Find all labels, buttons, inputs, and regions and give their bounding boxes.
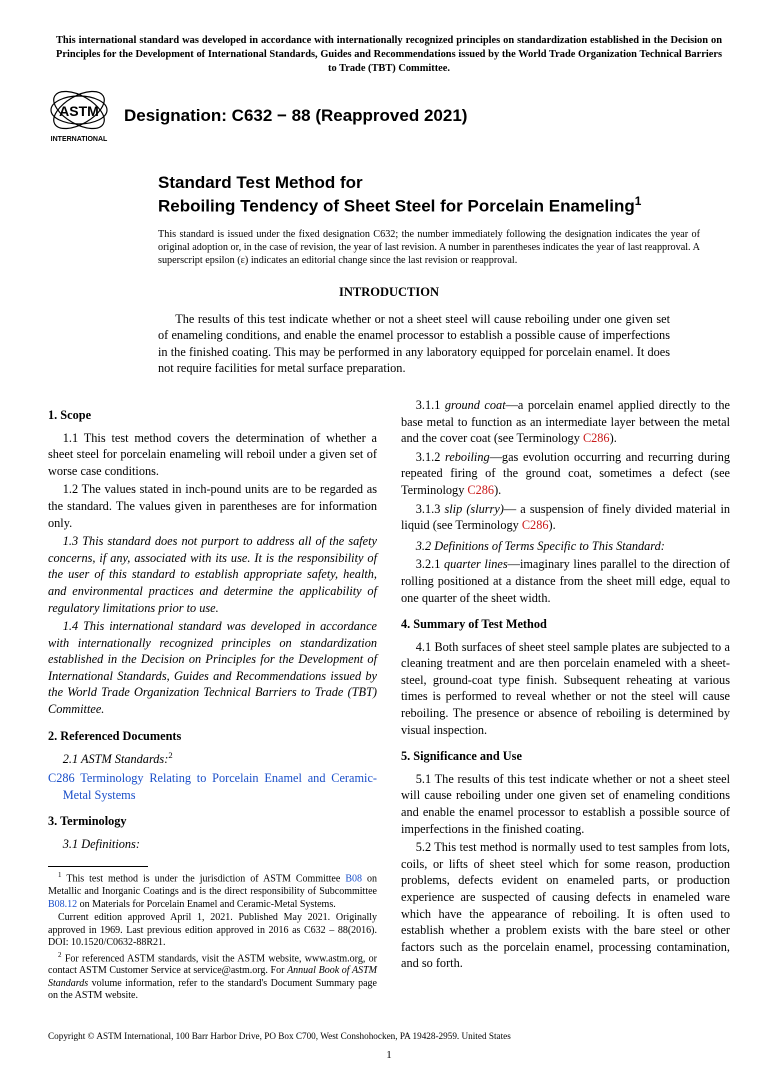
- refdoc-sub: 2.1 ASTM Standards:2: [48, 750, 377, 768]
- t311-num: 3.1.1: [416, 398, 445, 412]
- summary-heading: 4. Summary of Test Method: [401, 616, 730, 633]
- refdoc-heading: 2. Referenced Documents: [48, 728, 377, 745]
- designation-code: C632 − 88 (Reapproved 2021): [232, 106, 468, 125]
- footnote-1d: Current edition approved April 1, 2021. …: [48, 912, 377, 950]
- term-3-1-1: 3.1.1 ground coat—a porcelain enamel app…: [401, 397, 730, 447]
- designation-prefix: Designation:: [124, 106, 232, 125]
- intro-heading: INTRODUCTION: [48, 284, 730, 301]
- footnote-rule: [48, 866, 148, 867]
- fn1-c: on Materials for Porcelain Enamel and Ce…: [77, 899, 336, 910]
- fn1-link-b0812[interactable]: B08.12: [48, 899, 77, 910]
- footnote-2: 2 For referenced ASTM standards, visit t…: [48, 951, 377, 1003]
- svg-text:ASTM: ASTM: [59, 103, 99, 119]
- refdoc-sup: 2: [168, 750, 172, 760]
- term-3-2-1: 3.2.1 quarter lines—imaginary lines para…: [401, 556, 730, 606]
- terminology-heading: 3. Terminology: [48, 813, 377, 830]
- scope-1-1: 1.1 This test method covers the determin…: [48, 430, 377, 480]
- t312-term: reboiling: [445, 450, 490, 464]
- scope-heading: 1. Scope: [48, 407, 377, 424]
- intro-body: The results of this test indicate whethe…: [158, 311, 670, 377]
- t313-term: slip (slurry): [444, 502, 503, 516]
- t311-end: ).: [610, 431, 617, 445]
- scope-1-4: 1.4 This international standard was deve…: [48, 618, 377, 718]
- scope-1-2: 1.2 The values stated in inch-pound unit…: [48, 481, 377, 531]
- t312-num: 3.1.2: [416, 450, 445, 464]
- t312-end: ).: [494, 483, 501, 497]
- two-column-layout: 1. Scope 1.1 This test method covers the…: [48, 397, 730, 1004]
- t313-num: 3.1.3: [416, 502, 445, 516]
- title-block: Standard Test Method for Reboiling Tende…: [158, 172, 730, 218]
- left-column: 1. Scope 1.1 This test method covers the…: [48, 397, 377, 1004]
- svg-text:INTERNATIONAL: INTERNATIONAL: [51, 136, 108, 143]
- term-3-2: 3.2 Definitions of Terms Specific to Thi…: [401, 538, 730, 555]
- designation: Designation: C632 − 88 (Reapproved 2021): [124, 105, 467, 128]
- sig-5-2: 5.2 This test method is normally used to…: [401, 839, 730, 972]
- fn2-b: volume information, refer to the standar…: [48, 978, 377, 1002]
- t313-end: ).: [549, 518, 556, 532]
- footnote-1: 1 This test method is under the jurisdic…: [48, 871, 377, 911]
- summary-4-1: 4.1 Both surfaces of sheet steel sample …: [401, 639, 730, 739]
- issuance-note: This standard is issued under the fixed …: [158, 228, 700, 268]
- title-main-line: Reboiling Tendency of Sheet Steel for Po…: [158, 194, 730, 218]
- term-3-1-2: 3.1.2 reboiling—gas evolution occurring …: [401, 449, 730, 499]
- t312-ref[interactable]: C286: [467, 483, 494, 497]
- header-row: ASTM INTERNATIONAL Designation: C632 − 8…: [48, 88, 730, 144]
- ref-c286-title[interactable]: Terminology Relating to Porcelain Enamel…: [63, 771, 377, 802]
- t321-term: quarter lines: [444, 557, 508, 571]
- term-3-1: 3.1 Definitions:: [48, 836, 377, 853]
- page-number: 1: [48, 1048, 730, 1063]
- top-disclaimer: This international standard was develope…: [48, 34, 730, 76]
- title-main: Reboiling Tendency of Sheet Steel for Po…: [158, 197, 635, 216]
- refdoc-entry: C286 Terminology Relating to Porcelain E…: [48, 770, 377, 803]
- t313-ref[interactable]: C286: [522, 518, 549, 532]
- scope-1-3: 1.3 This standard does not purport to ad…: [48, 533, 377, 616]
- title-prefix: Standard Test Method for: [158, 172, 730, 194]
- fn1-link-b08[interactable]: B08: [345, 874, 362, 885]
- t321-num: 3.2.1: [416, 557, 444, 571]
- right-column: 3.1.1 ground coat—a porcelain enamel app…: [401, 397, 730, 1004]
- significance-heading: 5. Significance and Use: [401, 748, 730, 765]
- title-superscript: 1: [635, 194, 642, 208]
- sig-5-1: 5.1 The results of this test indicate wh…: [401, 771, 730, 837]
- fn1-a: This test method is under the jurisdicti…: [62, 874, 346, 885]
- ref-c286-link[interactable]: C286: [48, 771, 75, 785]
- astm-logo: ASTM INTERNATIONAL: [48, 88, 110, 144]
- term-3-1-3: 3.1.3 slip (slurry)— a suspension of fin…: [401, 501, 730, 534]
- t311-ref[interactable]: C286: [583, 431, 610, 445]
- refdoc-sub-text: 2.1 ASTM Standards:: [63, 752, 169, 766]
- t311-term: ground coat: [445, 398, 506, 412]
